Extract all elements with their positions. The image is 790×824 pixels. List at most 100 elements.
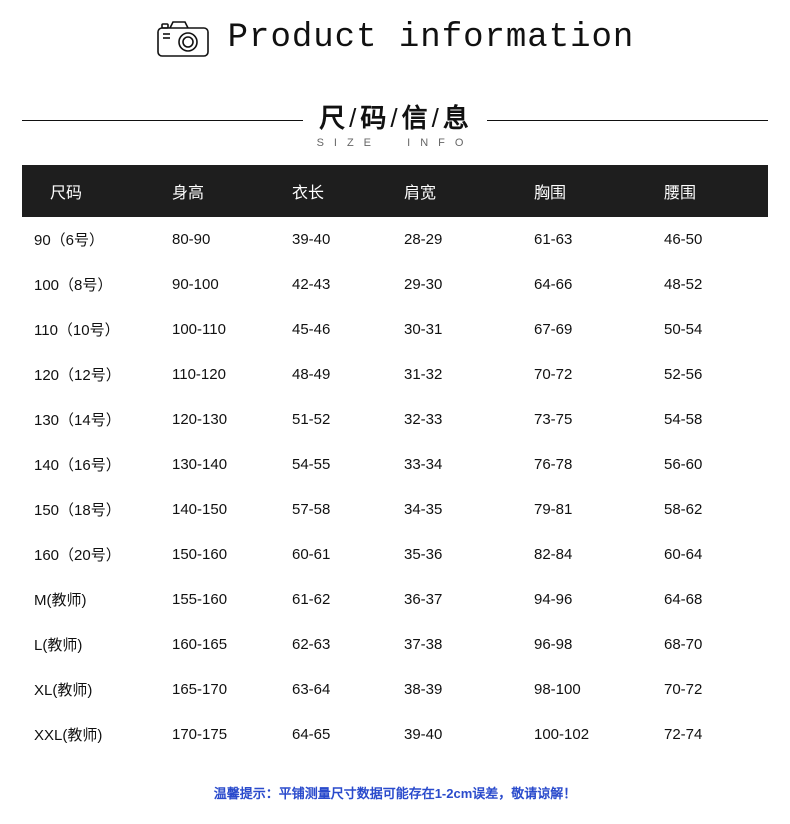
- table-cell: 33-34: [404, 442, 534, 487]
- table-cell: 120（12号）: [22, 352, 172, 397]
- table-cell: 31-32: [404, 352, 534, 397]
- table-cell: 72-74: [664, 712, 768, 757]
- table-cell: 64-66: [534, 262, 664, 307]
- table-cell: 160（20号）: [22, 532, 172, 577]
- table-cell: 80-90: [172, 217, 292, 262]
- table-cell: 155-160: [172, 577, 292, 622]
- table-cell: 52-56: [664, 352, 768, 397]
- table-cell: 70-72: [534, 352, 664, 397]
- table-cell: 62-63: [292, 622, 404, 667]
- table-row: 160（20号）150-16060-6135-3682-8460-64: [22, 532, 768, 577]
- table-cell: 120-130: [172, 397, 292, 442]
- col-header: 尺码: [22, 165, 172, 217]
- table-row: 130（14号）120-13051-5232-3373-7554-58: [22, 397, 768, 442]
- camera-icon: [156, 18, 210, 58]
- table-cell: 58-62: [664, 487, 768, 532]
- table-cell: 150（18号）: [22, 487, 172, 532]
- table-cell: 94-96: [534, 577, 664, 622]
- table-row: 100（8号）90-10042-4329-3064-6648-52: [22, 262, 768, 307]
- table-cell: 61-63: [534, 217, 664, 262]
- col-header: 身高: [172, 165, 292, 217]
- section-title-en: SIZE INFO: [317, 137, 474, 149]
- table-cell: 100-102: [534, 712, 664, 757]
- table-cell: 130-140: [172, 442, 292, 487]
- table-row: M(教师)155-16061-6236-3794-9664-68: [22, 577, 768, 622]
- table-cell: 28-29: [404, 217, 534, 262]
- table-cell: 150-160: [172, 532, 292, 577]
- table-cell: 67-69: [534, 307, 664, 352]
- header-title: Product information: [228, 19, 635, 57]
- table-cell: 48-49: [292, 352, 404, 397]
- table-cell: 73-75: [534, 397, 664, 442]
- table-cell: 36-37: [404, 577, 534, 622]
- table-cell: 46-50: [664, 217, 768, 262]
- table-row: XL(教师)165-17063-6438-3998-10070-72: [22, 667, 768, 712]
- table-cell: 51-52: [292, 397, 404, 442]
- table-cell: 110-120: [172, 352, 292, 397]
- table-cell: 82-84: [534, 532, 664, 577]
- table-cell: 56-60: [664, 442, 768, 487]
- table-cell: 79-81: [534, 487, 664, 532]
- table-cell: 70-72: [664, 667, 768, 712]
- table-cell: 64-65: [292, 712, 404, 757]
- table-cell: 42-43: [292, 262, 404, 307]
- table-cell: 98-100: [534, 667, 664, 712]
- size-table-body: 90（6号）80-9039-4028-2961-6346-50100（8号）90…: [22, 217, 768, 757]
- table-cell: 110（10号）: [22, 307, 172, 352]
- size-table: 尺码身高衣长肩宽胸围腰围 90（6号）80-9039-4028-2961-634…: [22, 165, 768, 757]
- col-header: 衣长: [292, 165, 404, 217]
- col-header: 胸围: [534, 165, 664, 217]
- table-cell: 140（16号）: [22, 442, 172, 487]
- table-cell: 76-78: [534, 442, 664, 487]
- col-header: 腰围: [664, 165, 768, 217]
- table-cell: 35-36: [404, 532, 534, 577]
- table-cell: 57-58: [292, 487, 404, 532]
- table-row: 120（12号）110-12048-4931-3270-7252-56: [22, 352, 768, 397]
- table-cell: XL(教师): [22, 667, 172, 712]
- col-header: 肩宽: [404, 165, 534, 217]
- table-cell: 100-110: [172, 307, 292, 352]
- table-cell: 54-58: [664, 397, 768, 442]
- size-table-head: 尺码身高衣长肩宽胸围腰围: [22, 165, 768, 217]
- table-cell: 37-38: [404, 622, 534, 667]
- table-cell: 38-39: [404, 667, 534, 712]
- table-cell: 39-40: [404, 712, 534, 757]
- table-cell: 45-46: [292, 307, 404, 352]
- table-row: XXL(教师)170-17564-6539-40100-10272-74: [22, 712, 768, 757]
- table-cell: XXL(教师): [22, 712, 172, 757]
- table-cell: 90（6号）: [22, 217, 172, 262]
- table-cell: 48-52: [664, 262, 768, 307]
- table-cell: 100（8号）: [22, 262, 172, 307]
- section-title-cn: 尺/码/信/息: [317, 98, 474, 135]
- table-cell: 50-54: [664, 307, 768, 352]
- table-cell: 90-100: [172, 262, 292, 307]
- table-cell: 54-55: [292, 442, 404, 487]
- table-cell: 29-30: [404, 262, 534, 307]
- table-row: 90（6号）80-9039-4028-2961-6346-50: [22, 217, 768, 262]
- table-cell: 34-35: [404, 487, 534, 532]
- table-cell: 30-31: [404, 307, 534, 352]
- footnote: 温馨提示：平铺测量尺寸数据可能存在1-2cm误差，敬请谅解！: [0, 783, 790, 802]
- table-cell: 140-150: [172, 487, 292, 532]
- table-cell: 61-62: [292, 577, 404, 622]
- table-cell: 64-68: [664, 577, 768, 622]
- table-cell: 130（14号）: [22, 397, 172, 442]
- table-row: 150（18号）140-15057-5834-3579-8158-62: [22, 487, 768, 532]
- table-cell: 170-175: [172, 712, 292, 757]
- table-cell: L(教师): [22, 622, 172, 667]
- table-cell: 160-165: [172, 622, 292, 667]
- header-banner: Product information: [0, 0, 790, 70]
- table-cell: 60-64: [664, 532, 768, 577]
- table-row: L(教师)160-16562-6337-3896-9868-70: [22, 622, 768, 667]
- table-cell: 32-33: [404, 397, 534, 442]
- table-row: 140（16号）130-14054-5533-3476-7856-60: [22, 442, 768, 487]
- table-cell: 165-170: [172, 667, 292, 712]
- table-cell: 39-40: [292, 217, 404, 262]
- table-cell: 63-64: [292, 667, 404, 712]
- table-cell: M(教师): [22, 577, 172, 622]
- table-cell: 96-98: [534, 622, 664, 667]
- table-cell: 68-70: [664, 622, 768, 667]
- table-cell: 60-61: [292, 532, 404, 577]
- section-title: 尺/码/信/息 SIZE INFO: [0, 98, 790, 151]
- table-row: 110（10号）100-11045-4630-3167-6950-54: [22, 307, 768, 352]
